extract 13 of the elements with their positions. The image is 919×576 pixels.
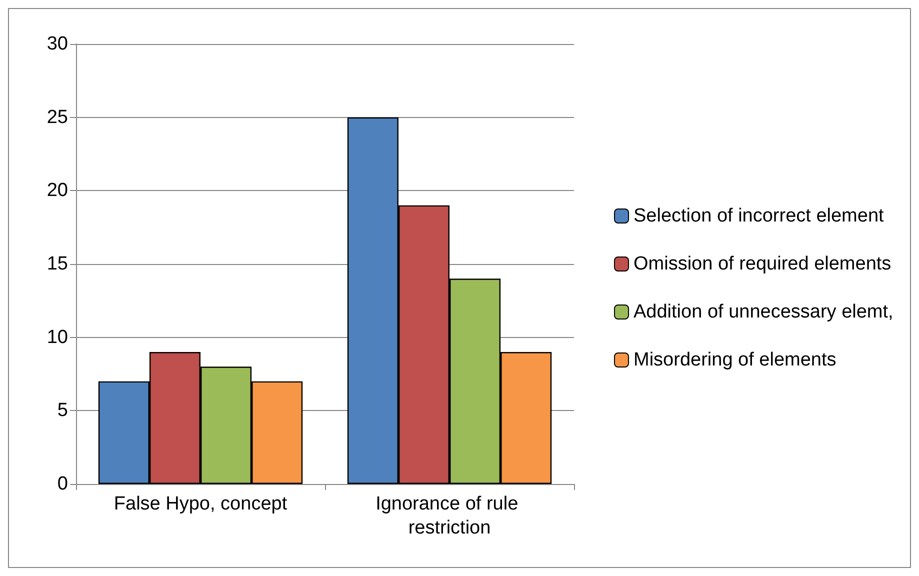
- legend-label: Omission of required elements: [634, 254, 892, 274]
- y-tick-label: 20: [46, 180, 68, 202]
- x-tick-label: False Hypo, concept: [114, 494, 288, 514]
- y-tick-label: 0: [57, 474, 68, 494]
- legend-label: Selection of incorrect element: [634, 206, 885, 226]
- y-tick-label: 10: [46, 326, 68, 348]
- x-tick-label: Ignorance of rule restriction: [376, 494, 524, 538]
- y-tick-label: 30: [46, 34, 68, 54]
- y-tick-label: 5: [57, 400, 68, 422]
- legend-label: Misordering of elements: [634, 350, 836, 370]
- y-tick-label: 15: [46, 254, 68, 274]
- y-tick-label: 25: [46, 106, 68, 128]
- legend-label: Addition of unnecessary elemt,: [634, 302, 894, 322]
